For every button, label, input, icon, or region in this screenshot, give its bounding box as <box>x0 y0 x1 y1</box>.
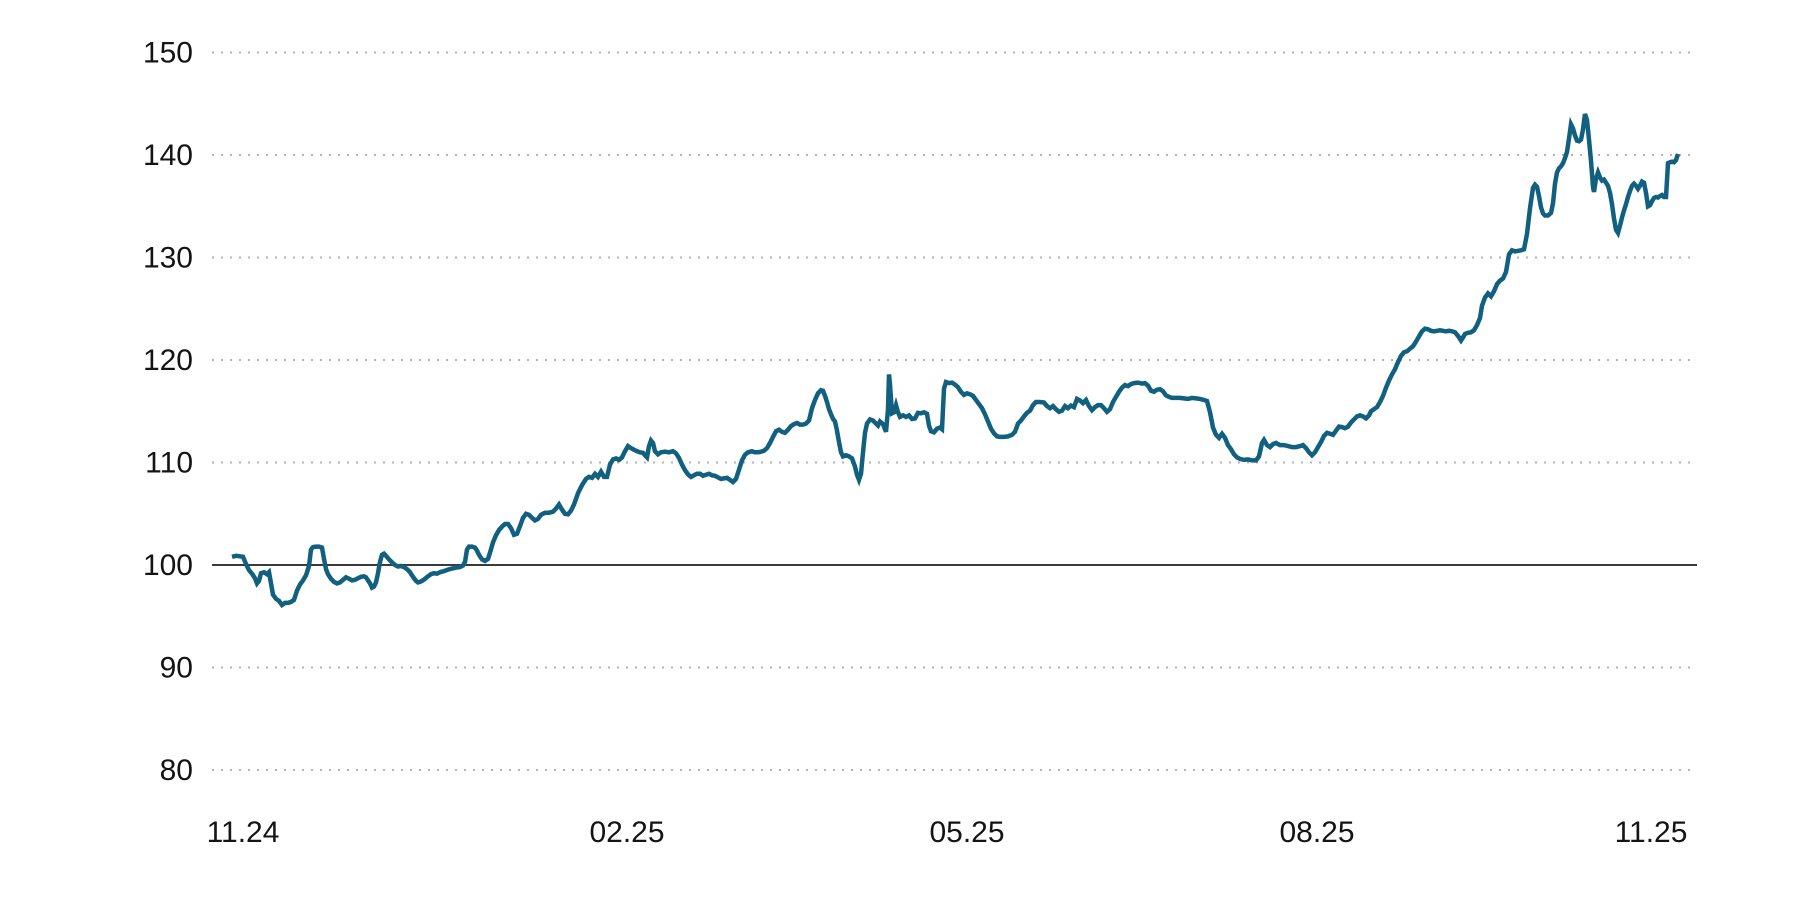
x-tick-label: 02.25 <box>589 816 664 849</box>
y-tick-label: 110 <box>145 447 193 480</box>
y-tick-label: 150 <box>143 37 193 70</box>
y-axis-labels: 150 140 130 120 110 100 90 80 <box>143 37 193 788</box>
x-axis-labels: 11.24 02.25 05.25 08.25 11.25 <box>207 816 1688 849</box>
y-tick-label: 100 <box>143 549 193 582</box>
gridlines <box>212 51 1697 771</box>
performance-line <box>231 113 1681 609</box>
y-tick-label: 130 <box>143 242 193 275</box>
y-tick-label: 80 <box>160 754 193 787</box>
y-tick-label: 90 <box>160 652 193 685</box>
y-tick-label: 120 <box>143 344 193 377</box>
x-tick-label: 08.25 <box>1279 816 1354 849</box>
x-tick-label: 11.24 <box>207 816 280 849</box>
y-tick-label: 140 <box>143 139 193 172</box>
x-tick-label: 11.25 <box>1615 816 1688 849</box>
x-tick-label: 05.25 <box>929 816 1004 849</box>
